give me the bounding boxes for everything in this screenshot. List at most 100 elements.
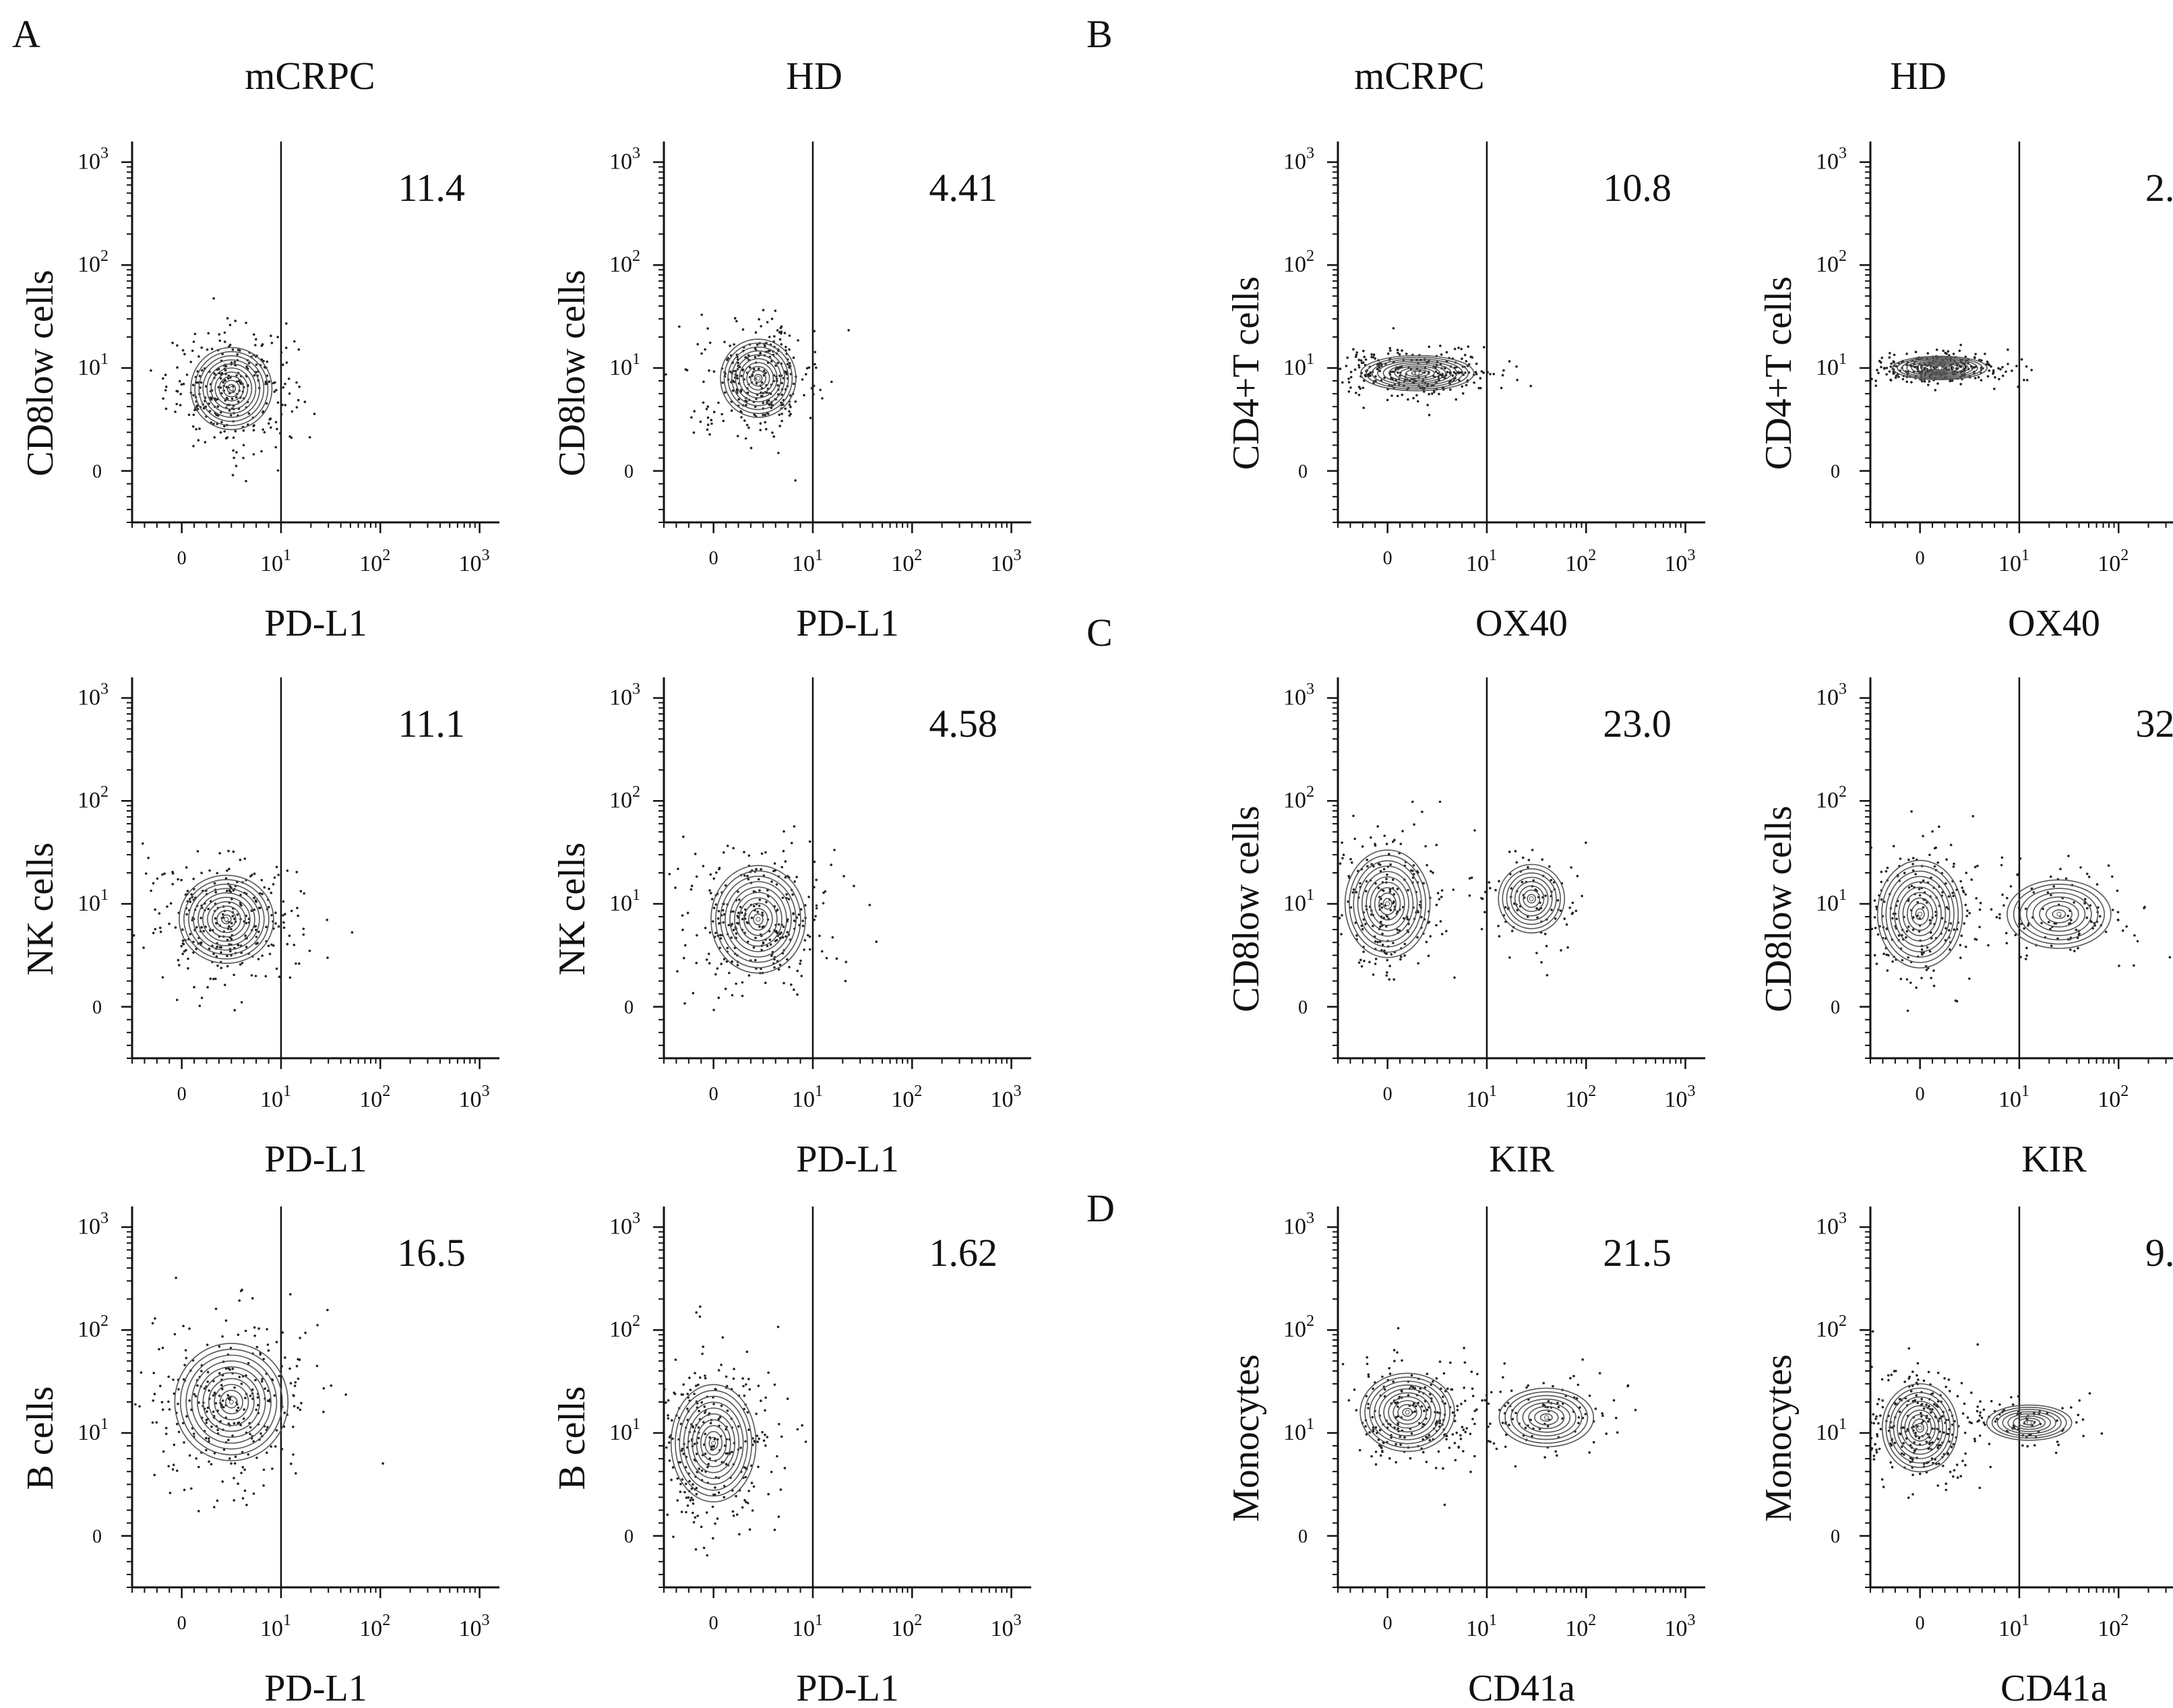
- event-dot: [690, 1496, 693, 1500]
- event-dot: [164, 373, 167, 376]
- event-dot: [315, 1364, 319, 1368]
- event-dot: [1975, 896, 1978, 900]
- contour-ring: [1920, 363, 1959, 373]
- event-dot: [1365, 1395, 1368, 1398]
- event-dot: [789, 413, 792, 416]
- event-dot: [272, 883, 275, 886]
- event-dot: [764, 371, 767, 375]
- event-dot: [164, 386, 168, 388]
- event-dots: [1870, 344, 2033, 392]
- event-dot: [2047, 921, 2050, 923]
- event-dot: [1900, 1445, 1903, 1448]
- event-dot: [721, 382, 724, 384]
- event-dot: [697, 1436, 700, 1440]
- event-dot: [742, 1384, 745, 1388]
- event-dot: [1886, 969, 1889, 972]
- event-dot: [185, 1415, 188, 1417]
- contour-ring: [185, 1354, 278, 1450]
- event-dot: [200, 872, 203, 874]
- y-tick-label: 103: [78, 145, 109, 175]
- event-dot: [2018, 923, 2021, 925]
- event-dot: [192, 1432, 195, 1436]
- event-dot: [1973, 357, 1976, 359]
- event-dot: [1499, 1391, 1502, 1393]
- event-dot: [785, 371, 787, 374]
- event-dot: [2005, 942, 2009, 945]
- x-tick-label: 101: [1998, 547, 2029, 576]
- event-dot: [792, 356, 795, 359]
- event-dot: [1961, 886, 1963, 889]
- event-dot: [747, 878, 750, 881]
- event-dot: [695, 1384, 698, 1387]
- event-dot: [1947, 895, 1951, 898]
- contour-ring: [194, 350, 269, 427]
- event-dot: [233, 361, 237, 363]
- event-dot: [218, 1372, 221, 1375]
- event-dot: [181, 348, 185, 352]
- event-dot: [1892, 845, 1895, 848]
- event-dot: [1527, 1384, 1529, 1387]
- event-dot: [271, 1467, 274, 1470]
- event-dot: [1952, 865, 1955, 868]
- contour-group: [2007, 879, 2112, 949]
- event-dot: [1372, 353, 1376, 356]
- event-dot: [756, 1434, 759, 1437]
- event-dot: [1388, 1457, 1391, 1460]
- event-dot: [807, 895, 810, 898]
- event-dot: [695, 875, 698, 878]
- event-dot: [344, 1393, 347, 1396]
- event-dot: [193, 1393, 196, 1396]
- event-dot: [178, 964, 181, 967]
- event-dot: [1926, 352, 1930, 355]
- event-dot: [233, 1462, 237, 1465]
- event-dot: [268, 887, 270, 890]
- event-dot: [231, 1434, 234, 1437]
- event-dot: [712, 877, 715, 880]
- event-dot: [1873, 916, 1876, 919]
- event-dot: [773, 966, 776, 969]
- event-dot: [735, 1494, 737, 1498]
- gate-percentage: 11.4: [398, 166, 464, 210]
- event-dot: [705, 408, 708, 410]
- event-dot: [203, 1387, 206, 1390]
- event-dot: [1501, 1422, 1504, 1424]
- event-dot: [1498, 935, 1501, 938]
- event-dot: [1932, 984, 1936, 987]
- event-dot: [1355, 890, 1358, 894]
- event-dot: [868, 903, 871, 907]
- contour-ring: [1498, 1387, 1595, 1448]
- event-dot: [1481, 1399, 1483, 1402]
- event-dot: [239, 381, 242, 384]
- event-dot: [1888, 356, 1891, 359]
- density-peak: [1385, 901, 1390, 907]
- event-dot: [1870, 1437, 1873, 1440]
- event-dot: [1921, 953, 1924, 956]
- event-dot: [710, 419, 713, 421]
- event-dot: [743, 851, 745, 853]
- event-dot: [174, 926, 177, 929]
- event-dot: [245, 322, 247, 324]
- event-dot: [1883, 367, 1886, 370]
- event-dot: [1543, 932, 1547, 936]
- event-dot: [2033, 1444, 2036, 1447]
- event-dot: [1970, 1391, 1973, 1394]
- event-dot: [241, 1451, 244, 1454]
- event-dot: [268, 952, 272, 956]
- event-dot: [1890, 362, 1893, 365]
- event-dot: [1914, 873, 1917, 876]
- event-dot: [200, 1370, 203, 1372]
- event-dot: [1874, 379, 1877, 382]
- event-dot: [266, 1343, 270, 1346]
- y-axis-title: CD8low cells: [551, 270, 593, 476]
- event-dot: [184, 1349, 187, 1352]
- event-dot: [245, 480, 247, 483]
- event-dot: [1876, 933, 1880, 936]
- event-dot: [1968, 912, 1971, 915]
- event-dot: [252, 1440, 255, 1443]
- event-dot: [781, 896, 785, 899]
- event-dot: [216, 945, 219, 948]
- event-dot: [708, 433, 711, 436]
- event-dot: [1349, 371, 1353, 373]
- contour-ring: [748, 908, 768, 931]
- event-dot: [1554, 1450, 1557, 1453]
